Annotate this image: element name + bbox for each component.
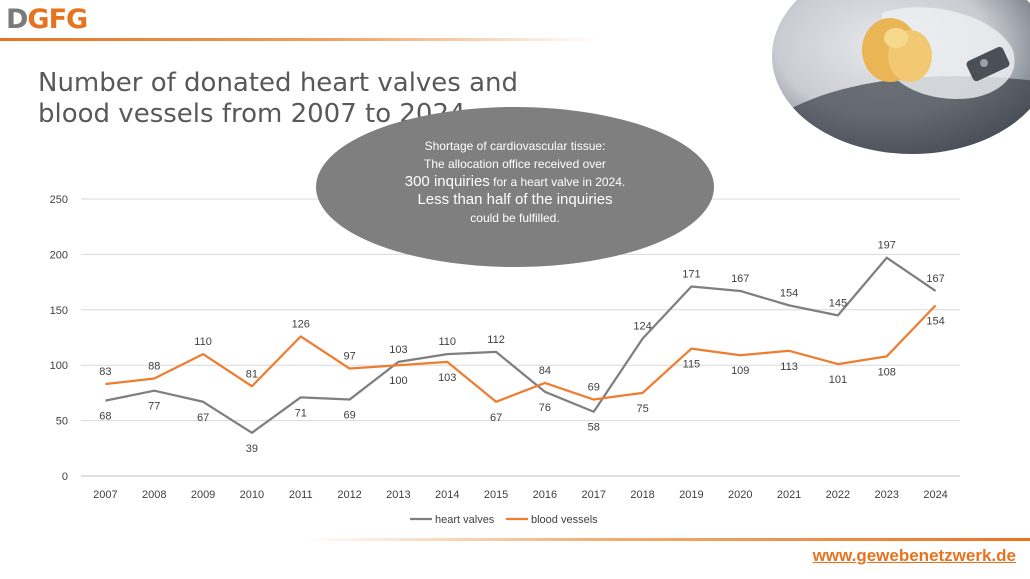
x-tick-label: 2023 (875, 489, 899, 501)
data-label-blood-vessels: 115 (683, 359, 701, 371)
page-title: Number of donated heart valves and blood… (38, 68, 519, 129)
y-tick-label: 50 (56, 416, 68, 428)
x-tick-label: 2021 (777, 489, 801, 501)
chart-legend: heart valves blood vessels (410, 514, 598, 526)
data-label-blood-vessels: 84 (539, 365, 551, 377)
x-tick-label: 2010 (240, 489, 264, 501)
callout-bubble: Shortage of cardiovascular tissue: The a… (316, 107, 714, 267)
data-label-heart-valves: 69 (343, 410, 355, 422)
data-label-heart-valves: 71 (295, 407, 307, 419)
data-label-blood-vessels: 103 (438, 372, 456, 384)
data-label-blood-vessels: 109 (731, 365, 749, 377)
data-label-blood-vessels: 88 (148, 360, 160, 372)
website-link[interactable]: www.gewebenetzwerk.de (812, 546, 1016, 565)
data-label-blood-vessels: 108 (878, 366, 896, 378)
data-label-blood-vessels: 113 (780, 361, 798, 373)
callout-line-5: could be fulfilled. (470, 211, 560, 225)
data-label-heart-valves: 58 (588, 422, 600, 434)
x-tick-label: 2008 (142, 489, 166, 501)
x-tick-label: 2015 (484, 489, 508, 501)
data-label-heart-valves: 167 (731, 273, 749, 285)
x-tick-label: 2018 (630, 489, 654, 501)
data-label-blood-vessels: 81 (246, 368, 258, 380)
y-tick-label: 100 (50, 360, 68, 372)
data-label-blood-vessels: 154 (926, 315, 944, 327)
data-label-heart-valves: 110 (438, 336, 456, 348)
dgfg-logo: DGFG (6, 4, 88, 35)
data-label-heart-valves: 124 (633, 321, 651, 333)
data-label-blood-vessels: 101 (829, 374, 847, 386)
callout-highlight-1: 300 inquiries (404, 173, 490, 190)
data-label-blood-vessels: 69 (588, 382, 600, 394)
x-axis: 2007 2008 2009 2010 2011 2012 2013 2014 2015 2016… (93, 489, 948, 501)
x-tick-label: 2019 (679, 489, 703, 501)
data-label-blood-vessels: 110 (194, 336, 212, 348)
top-divider (0, 38, 600, 41)
callout-highlight-2: Less than half of the inquiries (417, 191, 613, 208)
callout-line-1: Shortage of cardiovascular tissue: (424, 139, 606, 153)
data-label-blood-vessels: 97 (343, 351, 355, 363)
data-labels: 68 83 77 88 67 110 39 81 71 126 69 97 103 100 110 103 11… (99, 240, 944, 455)
data-label-blood-vessels: 83 (99, 366, 111, 378)
y-tick-label: 250 (50, 194, 68, 206)
data-label-heart-valves: 197 (878, 240, 896, 252)
x-tick-label: 2013 (386, 489, 410, 501)
x-tick-label: 2014 (435, 489, 459, 501)
data-label-heart-valves: 112 (487, 334, 505, 346)
y-tick-label: 200 (50, 249, 68, 261)
x-tick-label: 2017 (582, 489, 606, 501)
data-label-blood-vessels: 75 (636, 403, 648, 415)
y-tick-label: 0 (62, 471, 68, 483)
data-label-heart-valves: 145 (829, 297, 847, 309)
data-label-heart-valves: 39 (246, 443, 258, 455)
data-label-blood-vessels: 126 (292, 318, 310, 330)
data-label-heart-valves: 103 (389, 344, 407, 356)
x-tick-label: 2016 (533, 489, 557, 501)
x-tick-label: 2011 (289, 489, 313, 501)
heart-valve-photo (772, 0, 1030, 154)
y-tick-label: 150 (50, 305, 68, 317)
data-label-heart-valves: 171 (682, 269, 700, 281)
data-label-heart-valves: 76 (539, 402, 551, 414)
series-line-blood-vessels (105, 304, 937, 403)
data-label-blood-vessels: 100 (389, 375, 407, 387)
x-tick-label: 2009 (191, 489, 215, 501)
x-tick-label: 2007 (93, 489, 117, 501)
legend-blood-vessels-label: blood vessels (531, 514, 598, 526)
data-label-blood-vessels: 67 (490, 412, 502, 424)
x-tick-label: 2022 (826, 489, 850, 501)
data-label-heart-valves: 77 (148, 401, 160, 413)
series-line-heart-valves (105, 256, 937, 434)
x-tick-label: 2020 (728, 489, 752, 501)
data-label-heart-valves: 167 (926, 273, 944, 285)
y-axis: 0 50 100 150 200 250 (50, 194, 68, 483)
callout-line-2: The allocation office received over (424, 157, 606, 171)
x-tick-label: 2024 (923, 489, 947, 501)
data-label-heart-valves: 67 (197, 412, 209, 424)
data-label-heart-valves: 68 (99, 411, 111, 423)
callout-line-3: for a heart valve in 2024. (489, 175, 626, 189)
legend-heart-valves-label: heart valves (435, 514, 495, 526)
bottom-divider (300, 538, 1030, 541)
x-tick-label: 2012 (337, 489, 361, 501)
chart-series (105, 256, 937, 434)
data-label-heart-valves: 154 (780, 287, 798, 299)
